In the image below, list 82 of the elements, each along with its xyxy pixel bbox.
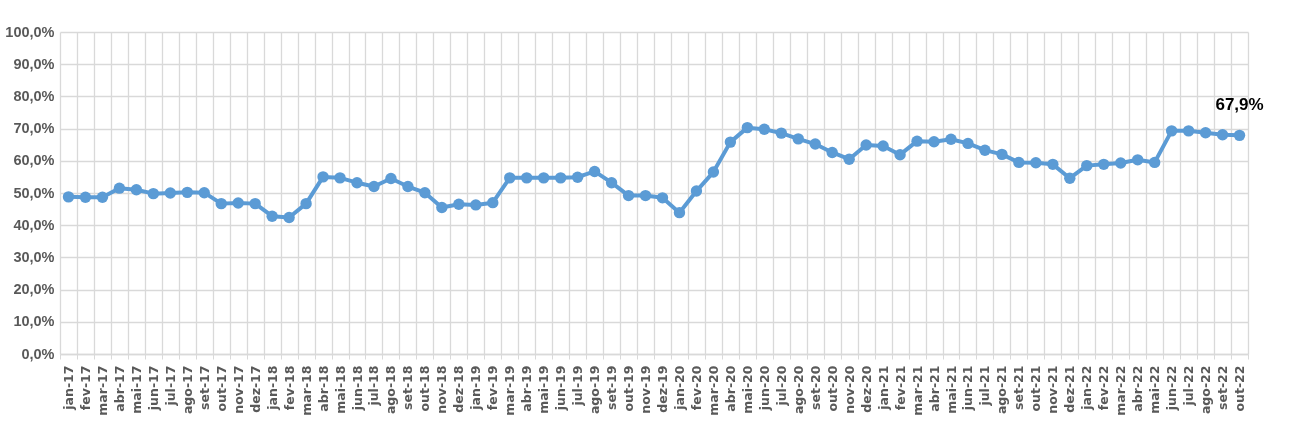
x-tick-label: ago-18 [383, 365, 399, 415]
x-tick-label: jun-18 [349, 365, 365, 412]
x-tick-label: jul-22 [1181, 365, 1197, 407]
x-tick-label: mar-19 [502, 365, 518, 416]
x-tick-label: set-21 [1011, 365, 1027, 410]
x-tick-label: ago-21 [994, 365, 1010, 415]
x-tick-label: out-18 [417, 365, 433, 412]
x-tick-label: mar-17 [94, 365, 110, 416]
y-tick-label: 60,0% [13, 152, 55, 169]
x-tick-label: nov-17 [230, 365, 246, 414]
x-tick-label: nov-21 [1045, 365, 1061, 414]
x-tick-label: set-18 [400, 365, 416, 410]
x-tick-label: set-19 [604, 365, 620, 410]
x-tick-label: fev-18 [281, 365, 297, 411]
y-tick-label: 40,0% [13, 216, 55, 233]
x-tick-label: mai-17 [128, 365, 144, 414]
x-tick-label: jan-22 [1079, 365, 1095, 411]
y-tick-label: 30,0% [13, 248, 55, 265]
y-tick-label: 0,0% [21, 345, 55, 362]
x-tick-label: fev-21 [892, 365, 908, 411]
x-tick-label: abr-19 [519, 365, 535, 412]
y-tick-label: 10,0% [13, 313, 55, 330]
x-tick-label: ago-19 [587, 365, 603, 415]
x-tick-label: jul-19 [570, 365, 586, 407]
x-tick-label: mai-21 [943, 365, 959, 414]
y-tick-label: 100,0% [5, 23, 55, 40]
x-tick-label: fev-22 [1096, 365, 1112, 411]
x-tick-label: dez-19 [654, 365, 670, 413]
x-tick-label: jun-19 [553, 365, 569, 412]
x-tick-label: nov-19 [638, 365, 654, 414]
x-tick-label: ago-17 [179, 365, 195, 415]
x-tick-label: out-20 [824, 365, 840, 412]
x-tick-label: out-19 [621, 365, 637, 412]
x-tick-label: fev-19 [485, 365, 501, 411]
x-tick-label: jun-22 [1164, 365, 1180, 412]
x-tick-label: nov-18 [434, 365, 450, 414]
x-tick-label: mai-20 [739, 365, 755, 414]
x-tick-label: set-20 [807, 365, 823, 410]
x-tick-label: nov-20 [841, 365, 857, 414]
x-tick-label: out-17 [213, 365, 229, 412]
x-tick-label: dez-20 [858, 365, 874, 413]
x-tick-label: jan-17 [60, 365, 76, 411]
x-tick-label: ago-20 [790, 365, 806, 415]
y-tick-label: 80,0% [13, 87, 55, 104]
data-label: 67,9% [1215, 95, 1264, 115]
y-tick-label: 50,0% [13, 184, 55, 201]
x-tick-label: dez-21 [1062, 365, 1078, 413]
x-tick-label: dez-18 [451, 365, 467, 413]
x-tick-label: abr-21 [926, 365, 942, 412]
x-tick-label: jan-18 [264, 365, 280, 411]
x-tick-label: mar-22 [1113, 365, 1129, 416]
x-tick-label: out-22 [1232, 365, 1248, 412]
x-tick-label: ago-22 [1198, 365, 1214, 415]
x-tick-label: jul-17 [162, 365, 178, 407]
x-tick-label: jul-18 [366, 365, 382, 407]
x-tick-label: mar-21 [909, 365, 925, 416]
x-tick-label: abr-18 [315, 365, 331, 412]
x-tick-label: fev-20 [688, 365, 704, 411]
x-tick-label: abr-20 [722, 365, 738, 412]
x-tick-label: mai-22 [1147, 365, 1163, 414]
y-tick-label: 90,0% [13, 55, 55, 72]
x-tick-label: jul-21 [977, 365, 993, 407]
x-tick-label: jul-20 [773, 365, 789, 407]
x-tick-label: jun-21 [960, 365, 976, 412]
y-tick-label: 70,0% [13, 120, 55, 137]
x-tick-label: jan-19 [468, 365, 484, 411]
x-tick-label: jun-17 [145, 365, 161, 412]
x-tick-label: mai-18 [332, 365, 348, 414]
x-tick-label: mar-18 [298, 365, 314, 416]
y-tick-label: 20,0% [13, 281, 55, 298]
x-tick-label: jan-20 [671, 365, 687, 411]
x-tick-label: set-17 [196, 365, 212, 410]
x-tick-label: set-22 [1215, 365, 1231, 410]
x-tick-label: jun-20 [756, 365, 772, 412]
x-tick-label: abr-17 [111, 365, 127, 412]
x-tick-label: mar-20 [705, 365, 721, 416]
x-tick-label: abr-22 [1130, 365, 1146, 412]
x-tick-label: dez-17 [247, 365, 263, 413]
x-tick-label: mai-19 [536, 365, 552, 414]
x-tick-label: out-21 [1028, 365, 1044, 412]
x-tick-label: jan-21 [875, 365, 891, 411]
x-tick-label: fev-17 [77, 365, 93, 411]
